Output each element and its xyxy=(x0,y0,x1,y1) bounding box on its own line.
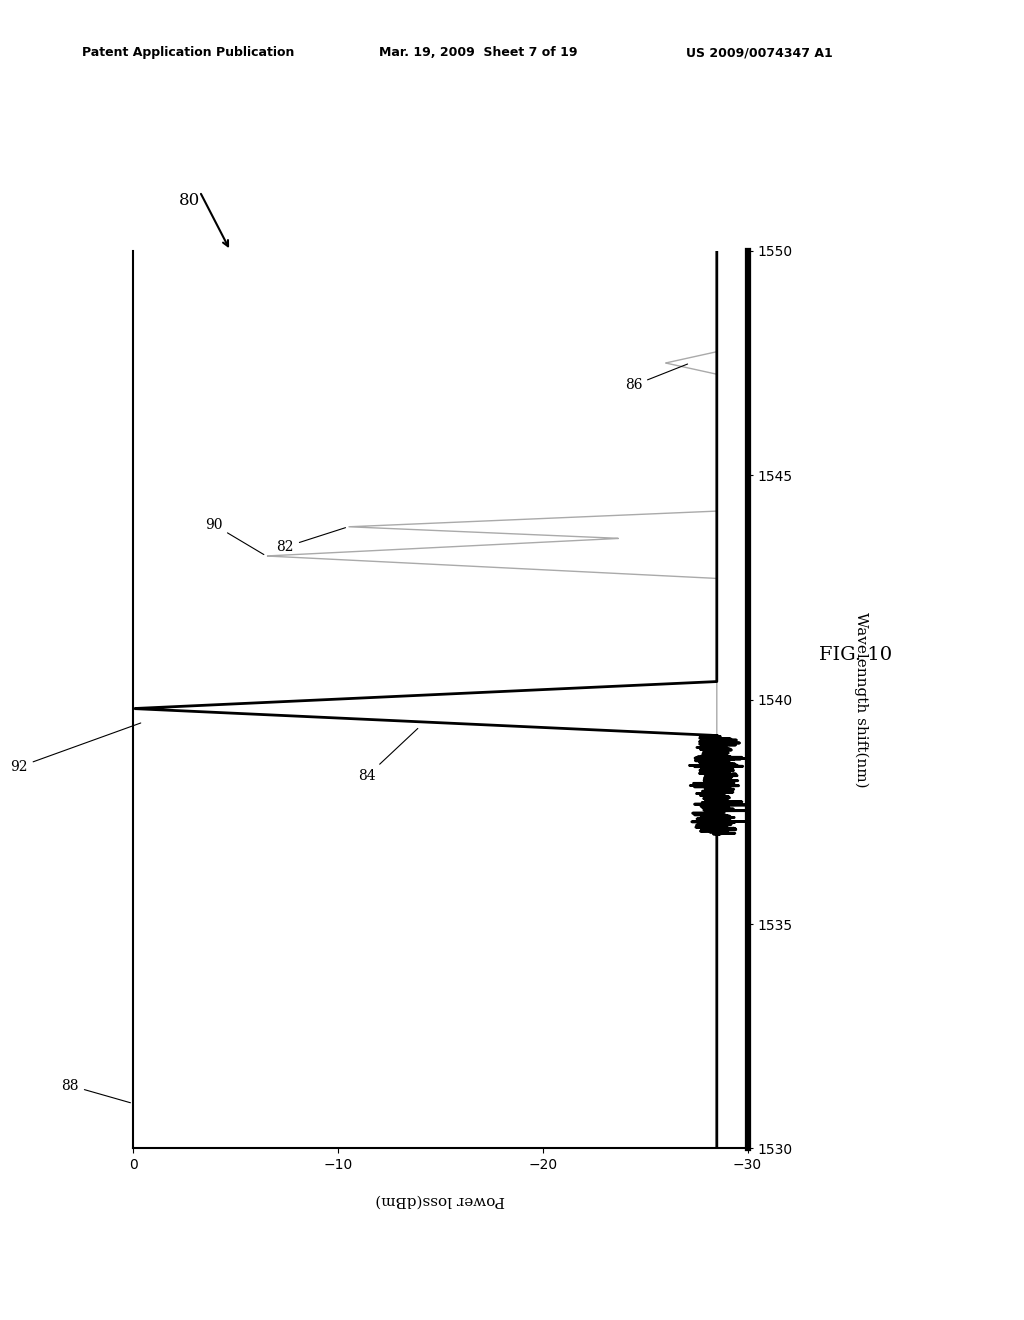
Text: 86: 86 xyxy=(625,364,687,392)
Text: Patent Application Publication: Patent Application Publication xyxy=(82,46,294,59)
Text: 84: 84 xyxy=(358,729,418,783)
Text: 80: 80 xyxy=(179,191,201,209)
Y-axis label: Wavelenngth shift(nm): Wavelenngth shift(nm) xyxy=(854,611,868,788)
Text: FIG. 10: FIG. 10 xyxy=(819,645,892,664)
Text: 88: 88 xyxy=(61,1078,130,1102)
Text: Mar. 19, 2009  Sheet 7 of 19: Mar. 19, 2009 Sheet 7 of 19 xyxy=(379,46,578,59)
Text: 82: 82 xyxy=(276,528,345,554)
Text: US 2009/0074347 A1: US 2009/0074347 A1 xyxy=(686,46,833,59)
Text: 92: 92 xyxy=(10,723,140,774)
X-axis label: Power loss(dBm): Power loss(dBm) xyxy=(376,1193,505,1206)
Text: 90: 90 xyxy=(205,517,264,554)
